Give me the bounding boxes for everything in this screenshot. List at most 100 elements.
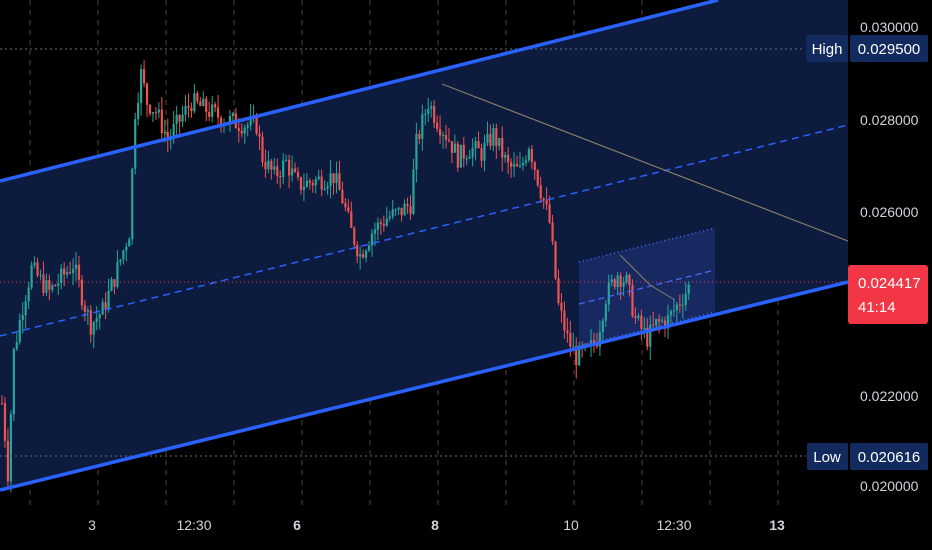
candle-body [255, 115, 258, 134]
candle-body [572, 346, 575, 348]
candle-body [669, 311, 673, 316]
candle-body [483, 142, 486, 161]
candle-body [382, 224, 385, 226]
candle-body [296, 171, 300, 178]
candle-body [104, 302, 107, 310]
x-tick-label: 10 [563, 517, 579, 533]
candle-body [418, 133, 421, 139]
candle-body [344, 203, 347, 208]
candle-body [438, 128, 442, 136]
candle-body [548, 204, 551, 223]
x-tick-label: 12:30 [176, 517, 211, 533]
candle-body [21, 315, 24, 320]
candle-body [652, 324, 655, 326]
candle-body [545, 200, 548, 205]
candle-body [521, 162, 525, 166]
candle-body [566, 330, 569, 333]
candle-body [122, 250, 125, 260]
candle-body [379, 222, 382, 225]
candle-body [113, 279, 116, 287]
candle-body [362, 254, 365, 258]
candle-body [447, 139, 451, 142]
price-axis[interactable]: 0.030000 0.028000 0.026000 0.022000 0.02… [860, 19, 919, 494]
candle-body [288, 159, 291, 176]
candle-body [468, 156, 471, 159]
y-tick-label: 0.030000 [860, 19, 919, 35]
candle-body [45, 280, 48, 293]
candle-body [243, 127, 246, 134]
candle-body [92, 322, 95, 335]
candle-body [160, 109, 163, 134]
candle-body [385, 218, 388, 226]
candle-body [27, 287, 30, 302]
candle-body [267, 160, 270, 170]
candle-body [660, 320, 664, 322]
candle-body [314, 179, 317, 186]
candle-body [394, 209, 397, 211]
candle-body [258, 133, 261, 137]
candle-body [619, 275, 622, 287]
channel-upper-line [0, 0, 719, 183]
time-axis[interactable]: 3 12:30 6 8 10 12:30 13 [88, 517, 785, 533]
y-tick-label: 0.022000 [860, 388, 919, 404]
candle-body [290, 168, 294, 176]
y-tick-label: 0.020000 [860, 478, 919, 494]
last-price-box [848, 265, 928, 324]
candle-body [63, 268, 66, 275]
candle-body [646, 328, 649, 347]
candle-body [107, 290, 110, 310]
candle-body [51, 285, 54, 290]
candle-body [456, 143, 459, 168]
candle-body [592, 340, 596, 344]
low-label: Low [813, 449, 841, 466]
candle-body [80, 279, 84, 306]
candle-body [610, 279, 613, 283]
candle-body [98, 314, 101, 319]
candle-body [270, 160, 273, 170]
candle-body [504, 154, 507, 158]
candle-body [453, 143, 456, 153]
candle-body [554, 241, 557, 279]
candle-body [311, 183, 314, 186]
high-label: High [812, 41, 843, 58]
candle-body [172, 123, 175, 137]
candle-body [649, 324, 652, 347]
candle-body [415, 133, 418, 170]
candle-body [474, 141, 477, 149]
candle-body [459, 144, 462, 168]
candle-body [338, 173, 341, 191]
candle-body [672, 310, 676, 312]
candle-body [569, 332, 572, 347]
candle-body [512, 163, 516, 167]
candle-body [450, 141, 454, 153]
candle-body [214, 104, 217, 108]
candle-body [9, 414, 12, 482]
candle-body [607, 282, 610, 305]
candle-body [397, 207, 400, 210]
candle-body [687, 284, 690, 294]
candle-body [539, 185, 542, 199]
candle-body [326, 186, 329, 189]
candle-body [60, 268, 63, 284]
candle-body [530, 148, 533, 163]
small-channel-lower [578, 311, 716, 347]
channel-lower-line [0, 280, 849, 492]
candle-body [353, 227, 356, 245]
candle-body [142, 69, 146, 84]
candle-body [510, 162, 513, 167]
candle-body [486, 133, 489, 143]
candle-body [302, 186, 306, 190]
candle-body [489, 133, 492, 146]
small-channel-mid [578, 269, 716, 305]
candle-body [578, 345, 581, 366]
candle-body [364, 250, 368, 258]
candle-body [675, 304, 678, 311]
low-value-box [850, 443, 928, 470]
low-value: 0.020616 [858, 449, 921, 466]
candle-body [181, 114, 184, 122]
candle-body [335, 173, 338, 183]
candle-body [163, 132, 166, 134]
candle-body [403, 203, 406, 216]
